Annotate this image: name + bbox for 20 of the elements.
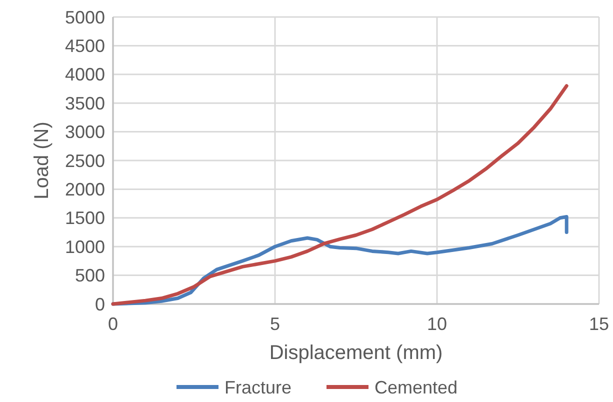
legend-label: Fracture [224,377,292,398]
y-tick-label: 2000 [64,180,105,200]
x-tick-label: 10 [426,314,448,334]
line-series [111,84,568,306]
x-tick-label: 0 [108,314,118,334]
x-tick-label: 5 [270,314,280,334]
y-tick-label: 1000 [64,236,105,257]
y-tick-label: 2500 [64,150,105,171]
y-tick-label: 4500 [64,36,105,56]
y-axis-title: Load (N) [31,122,53,200]
y-tick-label: 5000 [64,7,105,28]
y-tick-label: 0 [94,294,105,314]
y-tick-label: 1500 [64,208,105,228]
y-tick-label: 3500 [64,93,105,114]
y-tick-label: 3000 [64,122,105,142]
legend-label: Cemented [374,377,458,398]
y-tick-label: 4000 [64,64,105,85]
x-axis-title: Displacement (mm) [269,342,443,364]
y-tick-label: 500 [74,266,105,286]
x-tick-label: 15 [588,314,610,334]
